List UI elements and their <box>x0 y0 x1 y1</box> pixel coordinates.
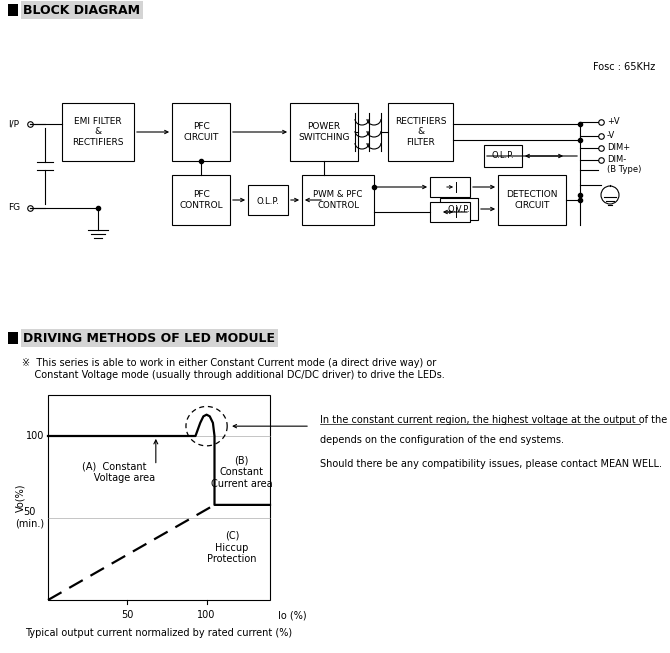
Text: PFC
CONTROL: PFC CONTROL <box>179 190 223 210</box>
Text: O.L.P.: O.L.P. <box>492 151 515 161</box>
Bar <box>430 177 470 197</box>
Text: Typical output current normalized by rated current (%): Typical output current normalized by rat… <box>25 628 293 638</box>
Text: Vo(%): Vo(%) <box>15 483 25 512</box>
Bar <box>440 198 478 220</box>
Text: (B)
Constant
Current area: (B) Constant Current area <box>210 456 272 488</box>
Bar <box>498 175 566 225</box>
Text: (C)
Hiccup
Protection: (C) Hiccup Protection <box>207 531 257 564</box>
Text: PWM & PFC
CONTROL: PWM & PFC CONTROL <box>314 190 362 210</box>
Bar <box>48 395 270 600</box>
Text: DIM+: DIM+ <box>607 144 630 153</box>
Text: O.V.P.: O.V.P. <box>448 204 470 214</box>
Text: BLOCK DIAGRAM: BLOCK DIAGRAM <box>23 3 140 16</box>
Text: 50
(min.): 50 (min.) <box>15 507 44 529</box>
Text: (B Type): (B Type) <box>607 165 641 174</box>
Bar <box>302 175 374 225</box>
Text: EMI FILTER
&
RECTIFIERS: EMI FILTER & RECTIFIERS <box>72 117 124 147</box>
Text: Fosc : 65KHz: Fosc : 65KHz <box>593 62 655 72</box>
Bar <box>8 332 18 344</box>
Text: 100: 100 <box>198 610 216 620</box>
Text: DIM-: DIM- <box>607 155 626 165</box>
Text: Should there be any compatibility issues, please contact MEAN WELL.: Should there be any compatibility issues… <box>320 459 662 469</box>
Text: I/P: I/P <box>8 119 19 129</box>
Text: In the constant current region, the highest voltage at the output of the driver: In the constant current region, the high… <box>320 415 670 425</box>
Text: DETECTION
CIRCUIT: DETECTION CIRCUIT <box>507 190 557 210</box>
Bar <box>248 185 288 215</box>
Text: DRIVING METHODS OF LED MODULE: DRIVING METHODS OF LED MODULE <box>23 332 275 345</box>
Text: (A)  Constant
      Voltage area: (A) Constant Voltage area <box>74 461 155 483</box>
Bar <box>484 145 522 167</box>
Text: depends on the configuration of the end systems.: depends on the configuration of the end … <box>320 435 564 445</box>
Text: 100: 100 <box>25 431 44 441</box>
Text: +V: +V <box>607 118 620 127</box>
Bar <box>172 103 230 161</box>
Text: Io (%): Io (%) <box>278 610 307 620</box>
Text: PFC
CIRCUIT: PFC CIRCUIT <box>184 122 218 142</box>
Text: ※  This series is able to work in either Constant Current mode (a direct drive w: ※ This series is able to work in either … <box>22 358 436 368</box>
Bar <box>388 103 453 161</box>
Text: FG: FG <box>8 204 20 212</box>
Text: O.L.P.: O.L.P. <box>257 197 279 206</box>
Bar <box>8 4 18 16</box>
Text: -V: -V <box>607 131 615 140</box>
Text: POWER
SWITCHING: POWER SWITCHING <box>298 122 350 142</box>
Bar <box>430 202 470 222</box>
Text: RECTIFIERS
&
FILTER: RECTIFIERS & FILTER <box>395 117 446 147</box>
Bar <box>62 103 134 161</box>
Bar <box>172 175 230 225</box>
Bar <box>290 103 358 161</box>
Text: 50: 50 <box>121 610 133 620</box>
Text: Constant Voltage mode (usually through additional DC/DC driver) to drive the LED: Constant Voltage mode (usually through a… <box>22 370 445 380</box>
